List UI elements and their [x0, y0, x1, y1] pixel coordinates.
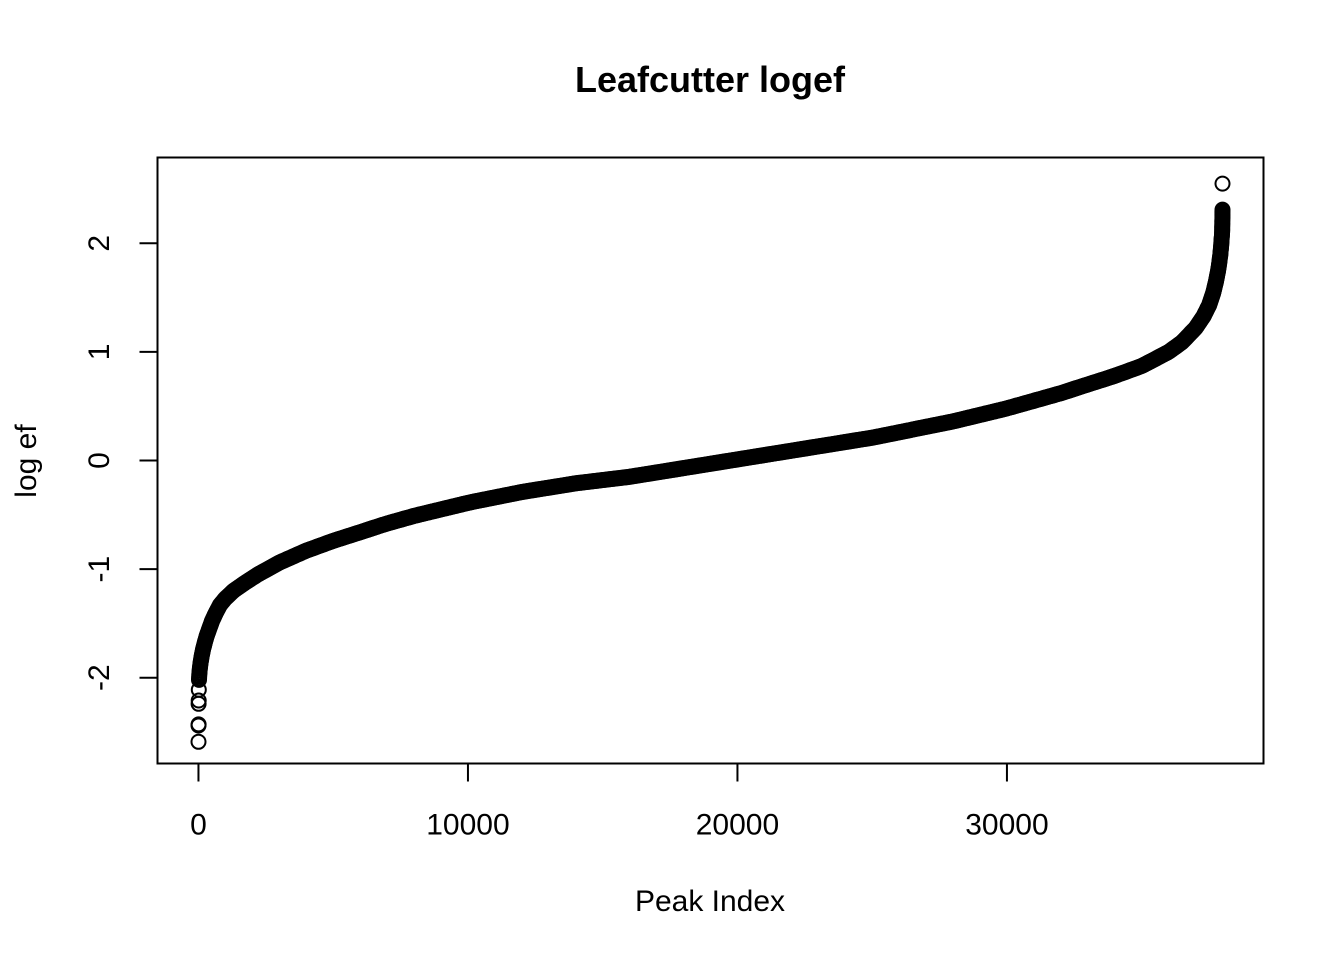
chart-title: Leafcutter logef [575, 59, 846, 100]
y-tick-label: -2 [83, 664, 116, 691]
x-axis: 0 10000 20000 30000 [190, 762, 1049, 842]
y-tick-label: 1 [83, 344, 116, 361]
y-tick-label: 0 [83, 452, 116, 469]
y-tick-label: 2 [83, 235, 116, 252]
x-tick-label: 0 [190, 809, 207, 842]
data-point [190, 733, 207, 750]
x-axis-label: Peak Index [635, 885, 785, 918]
y-axis-label: log ef [10, 424, 43, 498]
data-point [1214, 201, 1231, 218]
data-point [190, 695, 207, 712]
x-tick-label: 10000 [426, 809, 509, 842]
data-point [190, 692, 207, 709]
data-points [190, 175, 1231, 750]
data-point [190, 716, 207, 733]
y-tick-label: -1 [83, 556, 116, 583]
x-tick-label: 30000 [965, 809, 1048, 842]
data-point [1214, 175, 1231, 192]
x-tick-label: 20000 [696, 809, 779, 842]
y-axis: -2 -1 0 1 2 [83, 235, 159, 691]
